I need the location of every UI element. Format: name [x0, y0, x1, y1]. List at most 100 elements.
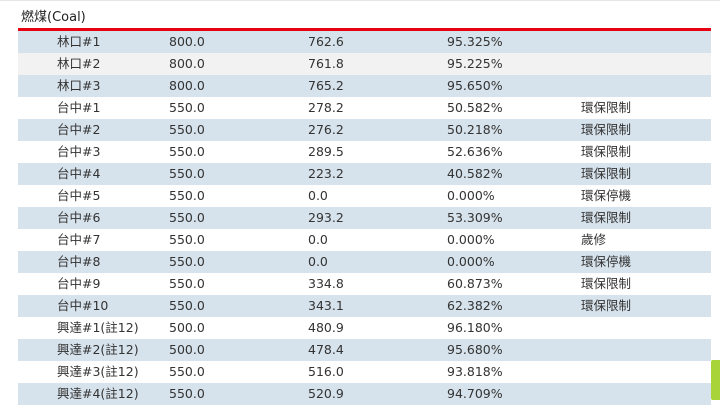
net-generation: 0.0	[308, 254, 328, 269]
table-row: 台中#2 550.0 276.2 50.218% 環保限制	[18, 119, 711, 141]
installed-capacity: 550.0	[169, 254, 205, 269]
table-row: 台中#9 550.0 334.8 60.873% 環保限制	[18, 273, 711, 295]
utilization-ratio: 40.582%	[447, 166, 503, 181]
unit-note: 環保限制	[581, 100, 632, 115]
top-strip	[0, 0, 720, 8]
utilization-ratio: 62.382%	[447, 298, 503, 313]
utilization-ratio: 53.309%	[447, 210, 503, 225]
table-row: 興達#3(註12) 550.0 516.0 93.818%	[18, 361, 711, 383]
net-generation: 516.0	[308, 364, 344, 379]
installed-capacity: 550.0	[169, 166, 205, 181]
unit-note	[581, 361, 711, 383]
net-generation: 278.2	[308, 100, 344, 115]
installed-capacity: 550.0	[169, 122, 205, 137]
unit-name: 興達#1(註12)	[57, 320, 139, 335]
unit-name: 台中#2	[57, 122, 101, 137]
utilization-ratio: 95.680%	[447, 342, 503, 357]
installed-capacity: 550.0	[169, 100, 205, 115]
unit-note: 環保限制	[581, 298, 632, 313]
net-generation: 480.9	[308, 320, 344, 335]
unit-note	[581, 339, 711, 361]
table-row: 台中#7 550.0 0.0 0.000% 歲修	[18, 229, 711, 251]
unit-note: 環保限制	[581, 122, 632, 137]
coal-section: 燃煤(Coal) 林口#1 800.0 762.6 95.325% 林口#2 800.0 7…	[18, 8, 711, 405]
table-row: 台中#1 550.0 278.2 50.582% 環保限制	[18, 97, 711, 119]
unit-name: 林口#3	[57, 78, 101, 93]
scrollbar-track[interactable]	[711, 8, 720, 408]
unit-name: 台中#3	[57, 144, 101, 159]
unit-note: 環保停機	[581, 254, 632, 269]
section-title: 燃煤(Coal)	[18, 8, 711, 28]
installed-capacity: 800.0	[169, 78, 205, 93]
net-generation: 293.2	[308, 210, 344, 225]
table-row: 興達#2(註12) 500.0 478.4 95.680%	[18, 339, 711, 361]
installed-capacity: 500.0	[169, 320, 205, 335]
net-generation: 0.0	[308, 232, 328, 247]
net-generation: 289.5	[308, 144, 344, 159]
net-generation: 761.8	[308, 56, 344, 71]
installed-capacity: 550.0	[169, 188, 205, 203]
unit-name: 台中#6	[57, 210, 101, 225]
utilization-ratio: 95.325%	[447, 34, 503, 49]
utilization-ratio: 0.000%	[447, 232, 495, 247]
installed-capacity: 550.0	[169, 298, 205, 313]
unit-name: 台中#4	[57, 166, 101, 181]
installed-capacity: 800.0	[169, 56, 205, 71]
section-divider	[18, 28, 711, 31]
utilization-ratio: 95.650%	[447, 78, 503, 93]
scrollbar-thumb[interactable]	[711, 360, 720, 400]
unit-note	[581, 31, 711, 53]
table-row: 台中#5 550.0 0.0 0.000% 環保停機	[18, 185, 711, 207]
net-generation: 0.0	[308, 188, 328, 203]
utilization-ratio: 50.218%	[447, 122, 503, 137]
utilization-ratio: 95.225%	[447, 56, 503, 71]
net-generation: 276.2	[308, 122, 344, 137]
table-row: 台中#10 550.0 343.1 62.382% 環保限制	[18, 295, 711, 317]
unit-note: 環保限制	[581, 276, 632, 291]
unit-name: 台中#8	[57, 254, 101, 269]
installed-capacity: 550.0	[169, 364, 205, 379]
unit-table: 林口#1 800.0 762.6 95.325% 林口#2 800.0 761.8 95.22…	[18, 31, 711, 405]
unit-name: 台中#10	[57, 298, 109, 313]
unit-note: 歲修	[581, 232, 607, 247]
installed-capacity: 550.0	[169, 144, 205, 159]
utilization-ratio: 0.000%	[447, 188, 495, 203]
utilization-ratio: 94.709%	[447, 386, 503, 401]
unit-name: 台中#9	[57, 276, 101, 291]
net-generation: 762.6	[308, 34, 344, 49]
utilization-ratio: 96.180%	[447, 320, 503, 335]
net-generation: 478.4	[308, 342, 344, 357]
table-row: 興達#1(註12) 500.0 480.9 96.180%	[18, 317, 711, 339]
unit-note	[581, 75, 711, 97]
table-row: 台中#8 550.0 0.0 0.000% 環保停機	[18, 251, 711, 273]
unit-note	[581, 383, 711, 405]
table-row: 台中#4 550.0 223.2 40.582% 環保限制	[18, 163, 711, 185]
unit-note: 環保限制	[581, 166, 632, 181]
unit-name: 林口#1	[57, 34, 101, 49]
net-generation: 343.1	[308, 298, 344, 313]
net-generation: 765.2	[308, 78, 344, 93]
utilization-ratio: 60.873%	[447, 276, 503, 291]
unit-note: 環保停機	[581, 188, 632, 203]
table-row: 林口#1 800.0 762.6 95.325%	[18, 31, 711, 53]
table-row: 林口#2 800.0 761.8 95.225%	[18, 53, 711, 75]
unit-note: 環保限制	[581, 210, 632, 225]
unit-name: 林口#2	[57, 56, 101, 71]
unit-name: 台中#5	[57, 188, 101, 203]
unit-note	[581, 53, 711, 75]
unit-name: 興達#3(註12)	[57, 364, 139, 379]
net-generation: 334.8	[308, 276, 344, 291]
unit-name: 台中#1	[57, 100, 101, 115]
table-row: 台中#3 550.0 289.5 52.636% 環保限制	[18, 141, 711, 163]
table-row: 興達#4(註12) 550.0 520.9 94.709%	[18, 383, 711, 405]
installed-capacity: 500.0	[169, 342, 205, 357]
installed-capacity: 550.0	[169, 276, 205, 291]
installed-capacity: 550.0	[169, 386, 205, 401]
unit-name: 台中#7	[57, 232, 101, 247]
unit-name: 興達#2(註12)	[57, 342, 139, 357]
utilization-ratio: 50.582%	[447, 100, 503, 115]
clipped-header-remnant	[0, 0, 720, 1]
table-row: 林口#3 800.0 765.2 95.650%	[18, 75, 711, 97]
utilization-ratio: 0.000%	[447, 254, 495, 269]
table-row: 台中#6 550.0 293.2 53.309% 環保限制	[18, 207, 711, 229]
